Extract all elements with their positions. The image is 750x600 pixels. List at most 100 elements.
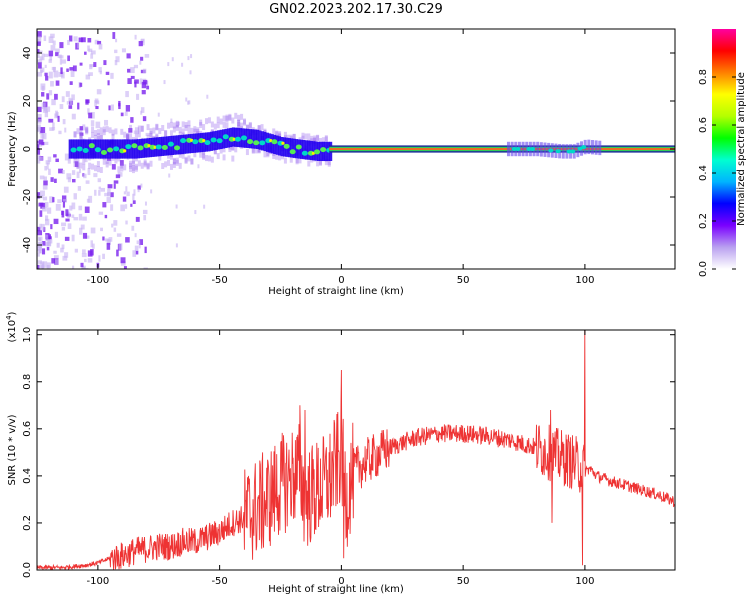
halo-speck xyxy=(96,136,100,143)
halo-speck xyxy=(167,159,171,166)
noise-speck xyxy=(102,253,105,260)
band-blob xyxy=(259,140,266,146)
noise-speck xyxy=(127,78,132,85)
band-blob xyxy=(100,149,107,155)
noise-speck xyxy=(38,62,42,69)
halo-speck xyxy=(85,126,89,133)
noise-speck xyxy=(116,249,119,257)
noise-speck xyxy=(114,49,118,54)
halo-speck xyxy=(310,135,314,142)
noise-speck xyxy=(107,80,110,86)
halo-speck xyxy=(140,162,144,169)
halo-speck xyxy=(175,120,179,127)
noise-speck xyxy=(37,41,41,46)
halo-speck xyxy=(76,156,80,163)
band-blue xyxy=(173,135,177,155)
halo-speck xyxy=(298,157,302,164)
noise-speck xyxy=(142,68,147,74)
noise-speck xyxy=(49,196,54,204)
noise-speck xyxy=(111,104,114,111)
noise-speck xyxy=(87,45,90,52)
noise-speck xyxy=(133,189,136,196)
noise-speck xyxy=(49,53,53,61)
noise-speck xyxy=(145,132,150,136)
noise-speck xyxy=(81,266,85,269)
noise-speck xyxy=(126,191,130,197)
noise-speck xyxy=(120,112,124,117)
band-blue xyxy=(180,134,184,155)
halo-speck xyxy=(243,118,247,125)
halo-speck xyxy=(184,157,188,164)
halo-speck xyxy=(231,144,235,151)
noise-speck xyxy=(43,180,48,186)
noise-speck xyxy=(66,173,72,180)
halo-speck xyxy=(199,122,203,129)
noise-speck xyxy=(40,132,45,139)
colorbar: 0.0 0.2 0.4 0.6 0.8 Normalized spectral ampli… xyxy=(698,29,747,277)
spectrogram-data xyxy=(37,31,675,269)
noise-speck xyxy=(104,214,108,219)
noise-speck xyxy=(100,187,106,192)
halo-speck xyxy=(313,135,317,142)
halo-speck xyxy=(126,134,130,141)
band-blob xyxy=(82,148,89,154)
halo-speck xyxy=(169,121,173,128)
noise-speck xyxy=(37,264,40,269)
halo-speck xyxy=(164,130,168,137)
noise-speck xyxy=(97,178,102,183)
halo-speck xyxy=(91,163,95,170)
x-tick-label: 100 xyxy=(575,576,594,587)
band-blob xyxy=(526,147,532,151)
halo-speck xyxy=(93,130,97,137)
halo-speck xyxy=(275,131,279,138)
noise-speck xyxy=(48,90,53,96)
noise-speck xyxy=(71,214,75,218)
halo-speck xyxy=(248,123,252,130)
halo-speck xyxy=(193,151,197,158)
noise-speck xyxy=(84,235,90,239)
band-disturb xyxy=(561,144,565,159)
band-blue xyxy=(253,129,257,149)
noise-speck xyxy=(106,157,112,161)
noise-speck xyxy=(39,223,42,228)
band-blob xyxy=(283,143,290,149)
noise-speck xyxy=(125,237,130,243)
noise-speck xyxy=(83,173,87,179)
halo-speck xyxy=(99,127,103,134)
noise-speck xyxy=(130,75,135,79)
halo-speck xyxy=(175,157,179,164)
halo-speck xyxy=(123,164,127,171)
halo-speck xyxy=(275,130,279,137)
noise-speck xyxy=(142,209,148,215)
noise-speck xyxy=(39,175,45,180)
noise-speck xyxy=(113,220,118,226)
band-blue xyxy=(88,139,92,159)
halo-speck xyxy=(231,144,235,151)
halo-speck xyxy=(278,131,282,138)
band-disturb xyxy=(543,142,547,157)
noise-speck xyxy=(111,223,114,228)
halo-speck xyxy=(134,163,138,170)
band-blue xyxy=(239,128,243,148)
noise-speck xyxy=(46,241,51,247)
noise-speck xyxy=(170,118,173,123)
halo-speck xyxy=(295,157,299,164)
noise-speck xyxy=(65,91,70,97)
noise-speck xyxy=(37,53,40,59)
noise-speck xyxy=(140,110,143,115)
noise-speck xyxy=(59,58,63,65)
halo-speck xyxy=(257,125,261,132)
band-blob xyxy=(94,147,101,153)
band-blue xyxy=(166,136,170,156)
noise-speck xyxy=(37,144,40,149)
x-tick-label: -100 xyxy=(87,576,110,587)
band-blob xyxy=(253,140,260,146)
noise-speck xyxy=(37,106,42,113)
halo-speck xyxy=(280,153,284,160)
noise-speck xyxy=(120,257,126,264)
halo-speck xyxy=(216,122,220,129)
noise-speck xyxy=(130,67,135,74)
noise-speck xyxy=(38,50,43,54)
noise-speck xyxy=(71,265,75,269)
noise-speck xyxy=(72,65,77,72)
